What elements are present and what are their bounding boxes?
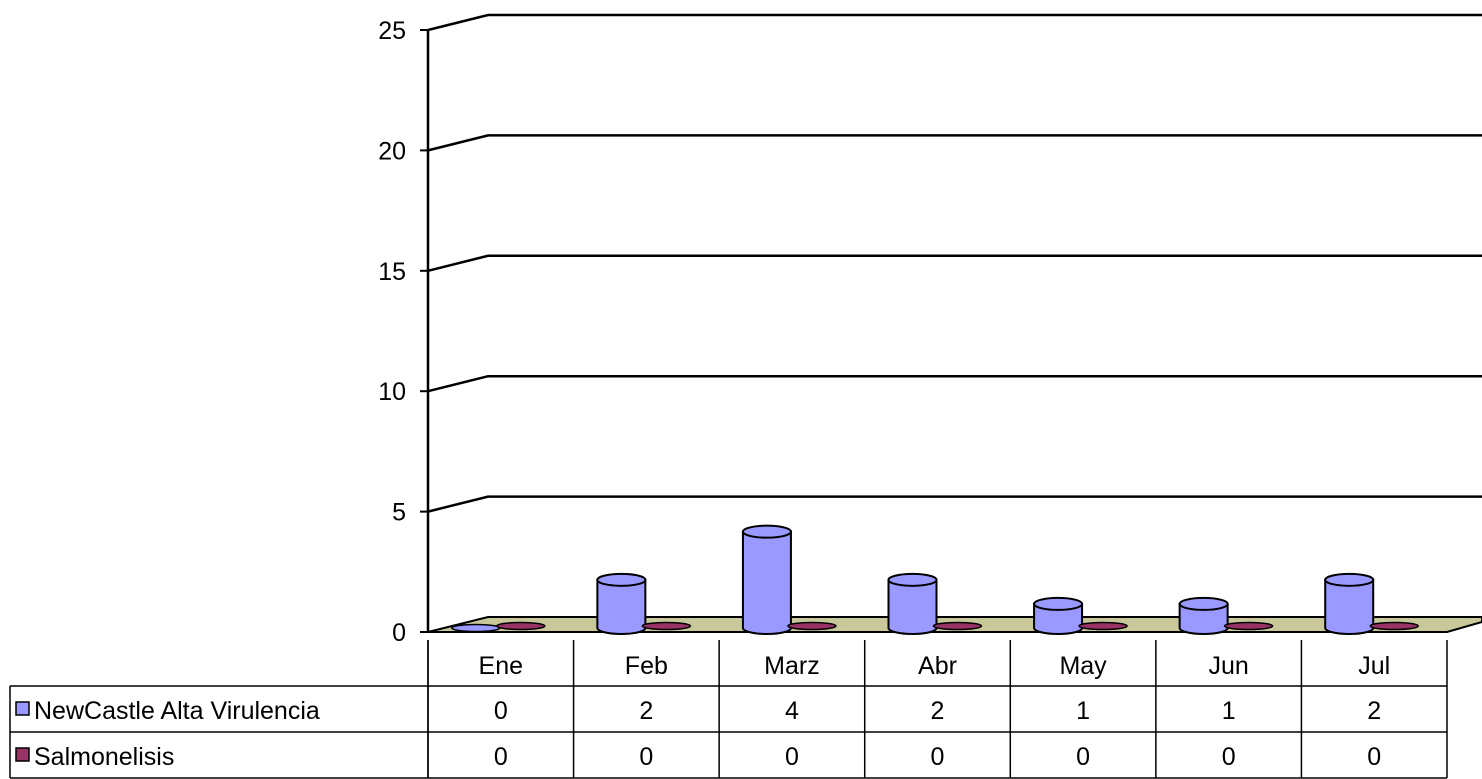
data-table: Ene Feb Marz Abr May Jun Jul NewCastle Alta Vir… (9, 640, 1448, 779)
data-label: 0 (1367, 743, 1381, 771)
x-tick-label: Jul (1358, 652, 1390, 680)
data-label: 0 (639, 743, 653, 771)
data-label: 0 (931, 743, 945, 771)
bar (1033, 596, 1084, 635)
legend-swatch (15, 701, 30, 716)
bar (741, 524, 792, 635)
data-label: 0 (1076, 743, 1090, 771)
y-tick-label: 25 (378, 17, 406, 45)
bar (1223, 621, 1274, 631)
data-label: 0 (1222, 743, 1236, 771)
y-tick-label: 10 (378, 378, 406, 406)
x-tick-label: Abr (918, 652, 957, 680)
x-tick-label: Marz (764, 652, 820, 680)
bar (641, 621, 692, 631)
bar (1178, 596, 1229, 635)
bar (887, 572, 938, 635)
grid (427, 13, 1482, 513)
bar (496, 621, 546, 631)
x-tick-label: Ene (479, 652, 523, 680)
gridline (427, 134, 1482, 152)
data-label: 2 (639, 697, 653, 725)
bar (451, 623, 501, 633)
bar (1369, 621, 1419, 631)
data-label: 2 (1367, 697, 1381, 725)
data-label: 0 (494, 743, 508, 771)
x-tick-label: Jun (1208, 652, 1248, 680)
bar (932, 621, 983, 631)
x-tick-label: Feb (625, 652, 668, 680)
y-tick-label: 15 (378, 258, 406, 286)
bar (596, 572, 647, 635)
bar (787, 621, 837, 631)
y-tick-label: 0 (392, 619, 406, 647)
x-tick-label: May (1059, 652, 1107, 680)
y-tick-label: 5 (392, 499, 406, 527)
y-tick-label: 20 (378, 137, 406, 165)
gridline (427, 254, 1482, 273)
data-label: 1 (1222, 697, 1236, 725)
gridline (427, 495, 1482, 513)
legend-label: NewCastle Alta Virulencia (34, 697, 320, 725)
gridline (427, 374, 1482, 393)
data-label: 0 (785, 743, 799, 771)
legend-label: Salmonelisis (34, 743, 174, 771)
bars (451, 524, 1419, 635)
legend-swatch (15, 747, 30, 762)
data-label: 4 (785, 697, 799, 725)
bar (1324, 572, 1375, 635)
data-label: 0 (494, 697, 508, 725)
gridline (427, 13, 1482, 32)
bar (1078, 621, 1128, 631)
y-axis: 0 5 10 15 20 25 (378, 17, 430, 647)
data-label: 1 (1076, 697, 1090, 725)
data-label: 2 (931, 697, 945, 725)
